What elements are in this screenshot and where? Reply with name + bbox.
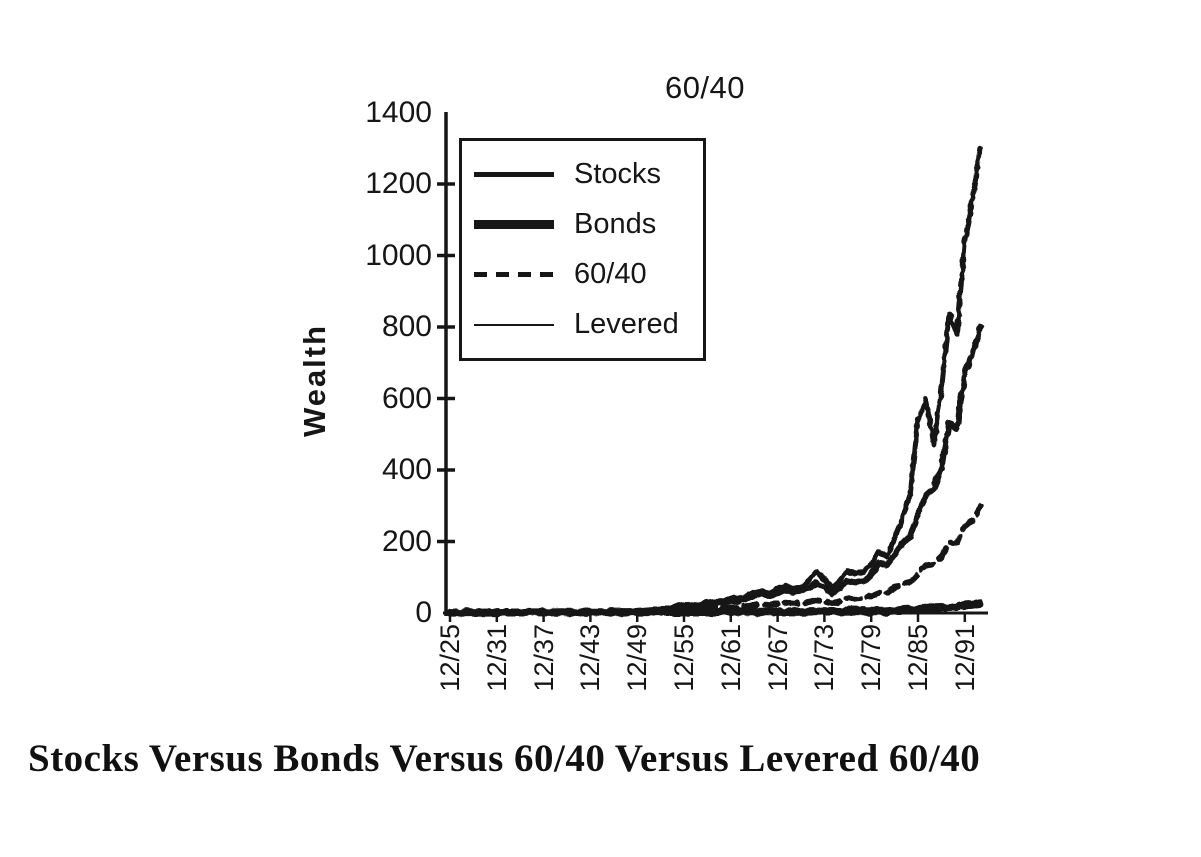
x-tick-label: 12/79 [856,624,887,692]
legend-line-sample [474,323,554,326]
x-tick-label: 12/31 [481,624,512,692]
legend-item-levered: Levered [474,308,703,341]
legend-label: Stocks [574,157,662,190]
legend-item-60-40: 60/40 [474,258,703,291]
legend-line-sample [474,171,554,177]
x-tick-label: 12/43 [575,624,606,692]
y-tick-label: 1000 [365,238,432,272]
legend-line-sample [474,219,554,229]
y-tick-label: 200 [381,524,432,558]
y-tick-label: 400 [381,453,432,486]
x-tick-label: 12/37 [528,624,559,692]
x-tick-label: 12/61 [715,624,746,692]
legend-label: Levered [574,308,679,341]
series-line-stocks [447,324,984,616]
y-tick-label: 0 [415,596,432,629]
chart-title: 60/40 [664,70,746,105]
legend-item-stocks: Stocks [474,158,703,191]
x-tick-label: 12/85 [903,624,933,692]
legend: Stocks Bonds 60/40 Levered [459,138,706,361]
y-tick-label: 800 [381,310,432,343]
series-line-60-40 [447,502,984,616]
x-tick-label: 12/25 [435,624,465,692]
legend-line-sample [474,272,554,278]
y-tick-label: 1200 [365,167,432,200]
data-series [446,145,985,617]
x-tick-label: 12/91 [949,624,980,692]
x-tick-label: 12/49 [622,624,653,692]
y-tick-label: 1400 [365,95,432,129]
y-tick-label: 600 [381,381,432,415]
legend-label: Bonds [574,207,657,240]
figure-caption: Stocks Versus Bonds Versus 60/40 Versus … [28,737,981,780]
legend-item-bonds: Bonds [474,208,703,241]
legend-label: 60/40 [574,258,647,291]
x-tick-label: 12/67 [762,624,793,692]
x-tick-label: 12/73 [809,624,840,692]
x-tick-label: 12/55 [669,624,699,692]
